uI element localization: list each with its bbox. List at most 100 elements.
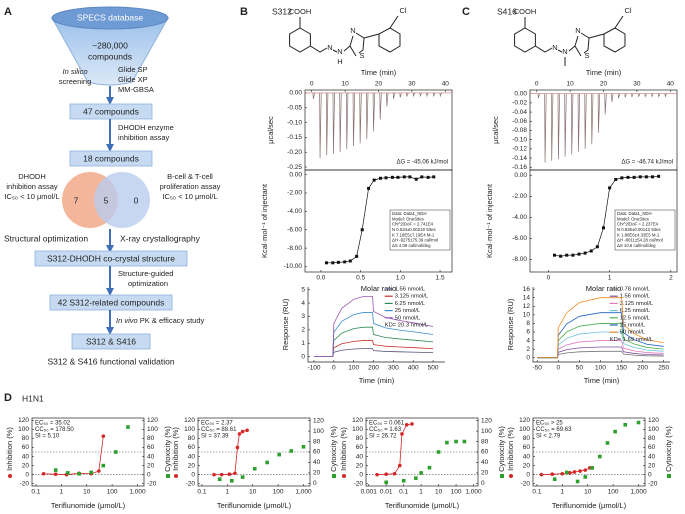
assay: DHODH enzyme (118, 123, 174, 132)
tick-label: 4 (526, 337, 530, 344)
tick-label: 80 (188, 435, 196, 442)
data-point (608, 186, 612, 190)
annotation: SI = 26.72 (369, 434, 397, 440)
atom: N (350, 26, 355, 35)
tick-label: 20 (147, 462, 155, 469)
panel-label: A (4, 6, 12, 18)
x-axis-label: Time (min) (359, 376, 395, 385)
fit-text: ΔH -8011±54.28 cal/mol (617, 238, 663, 243)
tick-label: 80 (481, 438, 489, 445)
tick-label: 0 (25, 471, 29, 478)
tick-label: 12 (523, 303, 531, 310)
venn-count: 7 (74, 195, 79, 205)
tick-label: 8 (526, 320, 530, 327)
funnel-top (51, 6, 169, 30)
tick-label: 40 (356, 453, 364, 460)
inhibition-point (233, 471, 237, 476)
tick-label: 20 (375, 81, 383, 88)
tick-label: 80 (22, 435, 30, 442)
injection-peak (544, 93, 547, 163)
annotation: CC₅₀ = 88.61 (201, 427, 237, 433)
cytotoxicity-point (427, 465, 432, 470)
tick-label: 80 (356, 435, 364, 442)
tick-label: 2 (669, 275, 673, 282)
tick-label: 40 (188, 453, 196, 460)
tick-label: -0.12 (512, 146, 527, 153)
inhibition-point (237, 432, 242, 436)
legend-label: 1.56 nmol/L (395, 287, 426, 293)
atom: COOH (514, 7, 537, 16)
fit-text: N 0.836±0.00143 Sites (617, 227, 661, 232)
fit-box (614, 209, 676, 251)
cytotoxicity-point (126, 425, 130, 429)
fit-text: ΔS 10.6 cal/mol/deg (617, 243, 656, 248)
tick-label: 20 (188, 462, 196, 469)
guided: Structure-guided (118, 269, 173, 278)
cytotoxicity-point (590, 466, 594, 470)
injection-peak (432, 92, 436, 98)
cytotoxicity-point (252, 466, 257, 471)
tick-label: 10 (523, 312, 531, 319)
tick-label: 4 (301, 300, 305, 307)
tick-label: 0.0 (316, 275, 325, 282)
data-point (583, 251, 587, 255)
injection-peak (406, 92, 409, 97)
tick-label: 80 (313, 438, 321, 445)
tick-label: 100 (608, 489, 619, 496)
cytotoxicity-point (114, 450, 118, 454)
cytotoxicity-point (301, 444, 306, 449)
venn-right-label: IC₅₀ < 10 μmol/L (162, 192, 217, 201)
legend-label: 6.25 nmol/L (620, 308, 651, 314)
tick-label: 100 (481, 428, 492, 435)
step: 18 compounds (83, 153, 139, 163)
panel-label: D (4, 392, 12, 404)
tick-label: 10 (435, 489, 443, 496)
method: Glide XP (118, 75, 148, 84)
tick-label: 120 (352, 417, 363, 424)
tick-label: -0.15 (287, 134, 302, 141)
response-curve (313, 295, 434, 358)
assay: inhibition assay (118, 133, 170, 142)
data-point (595, 245, 599, 249)
legend-marker (667, 474, 671, 478)
fit-curve (43, 436, 104, 476)
x-axis-label: Teriflunomide (μmol/L) (552, 501, 627, 510)
axes (307, 287, 445, 363)
data-point (414, 177, 418, 181)
tick-label: 40 (147, 453, 155, 460)
data-point (644, 175, 648, 179)
tick-label: 100 (313, 428, 324, 435)
tick-label: 100 (595, 365, 606, 372)
annotation: EC₅₀ > 25 (536, 421, 563, 427)
step: S312-DHODH co-crystal structure (47, 253, 175, 263)
injection-peak (419, 92, 422, 98)
tick-label: 1 (419, 489, 423, 496)
tick-label: 120 (184, 417, 195, 424)
inhibition-point (384, 472, 388, 477)
tick-label: 1,000 (465, 489, 482, 496)
panel-label: C (462, 6, 470, 18)
data-point (396, 175, 400, 179)
fit-text: ΔH -9275±75.39 cal/mol (392, 238, 438, 243)
tick-label: 100 (352, 426, 363, 433)
validation: S312 & S416 functional validation (47, 356, 174, 366)
annotation: ΔG = -45.06 kJ/mol (396, 160, 448, 166)
step: 47 compounds (83, 106, 139, 116)
tick-label: 80 (147, 435, 155, 442)
legend-marker (509, 474, 513, 478)
data-point (632, 175, 636, 179)
data-point (602, 226, 605, 230)
x-axis-label: Molar ratio (361, 284, 396, 293)
data-point (565, 253, 569, 257)
tick-label: -0.02 (512, 100, 527, 107)
inhibition-point (245, 428, 249, 433)
tick-label: 40 (22, 453, 30, 460)
tick-label: 1,000 (129, 489, 146, 496)
tick-label: 5 (301, 286, 305, 293)
tick-label: 0 (191, 471, 195, 478)
annotation: CC₅₀ = 178.50 (35, 427, 74, 433)
inhibition-point (227, 472, 232, 477)
tick-label: 0 (481, 480, 485, 487)
data-point (355, 254, 359, 258)
y-axis-label: Inhibition (%) (171, 427, 180, 471)
